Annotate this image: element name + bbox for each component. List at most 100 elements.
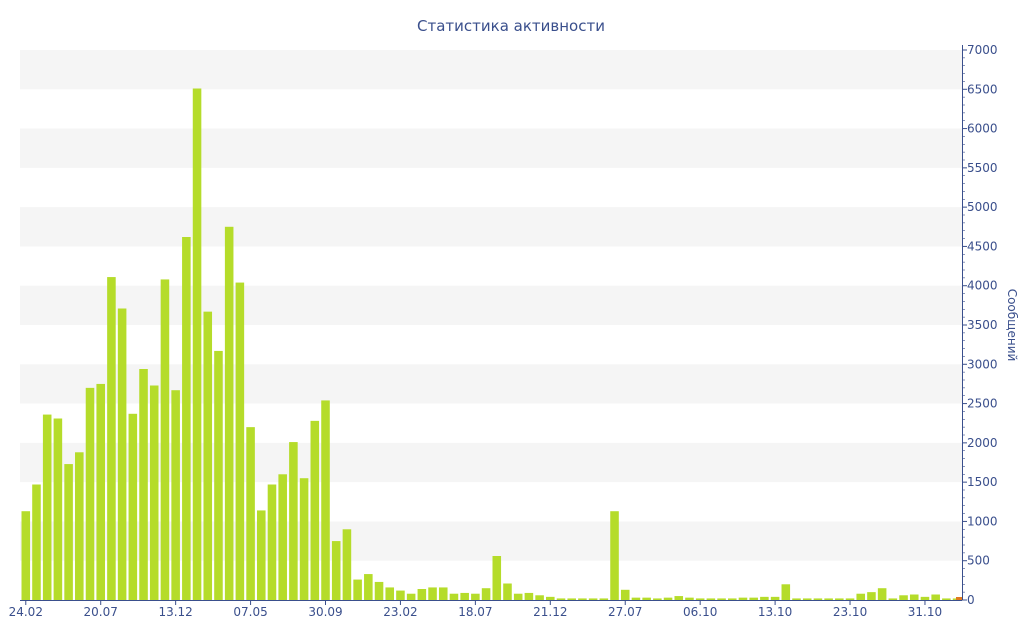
bar xyxy=(792,598,801,600)
y-tick-label: 3000 xyxy=(967,357,998,371)
bar xyxy=(685,597,694,600)
x-tick-label: 24.02 xyxy=(9,605,43,619)
x-tick-label: 31.10 xyxy=(908,605,942,619)
bar xyxy=(877,588,887,600)
bar xyxy=(556,598,566,600)
bar xyxy=(331,541,341,600)
bar xyxy=(353,579,362,600)
bar xyxy=(867,592,876,600)
bar xyxy=(513,593,523,600)
bar xyxy=(567,598,576,600)
y-tick-label: 7000 xyxy=(967,43,998,57)
bar xyxy=(599,598,609,600)
bar xyxy=(224,226,234,601)
bar xyxy=(856,593,866,600)
bar xyxy=(160,279,170,600)
bar xyxy=(620,589,630,600)
bar xyxy=(471,593,480,600)
bar xyxy=(535,595,544,600)
bar xyxy=(299,478,309,600)
y-axis-label: Сообщений xyxy=(1005,289,1019,362)
bar xyxy=(781,584,791,600)
y-tick-label: 1500 xyxy=(967,475,998,489)
bar xyxy=(53,418,63,600)
bar xyxy=(139,369,148,600)
bar xyxy=(909,594,919,600)
y-tick-label: 500 xyxy=(967,554,990,568)
y-tick-label: 5000 xyxy=(967,200,998,214)
bar xyxy=(802,598,812,600)
y-tick-label: 3500 xyxy=(967,318,998,332)
bar xyxy=(749,597,758,600)
bar xyxy=(578,598,587,600)
bar xyxy=(128,413,138,600)
bar xyxy=(64,464,73,600)
bar xyxy=(760,596,769,600)
bar xyxy=(192,88,202,600)
bar xyxy=(942,598,951,600)
bar xyxy=(631,597,641,600)
bar xyxy=(364,574,373,600)
bar xyxy=(695,598,705,600)
grid-band xyxy=(20,50,962,90)
bar xyxy=(235,282,245,600)
bar xyxy=(289,442,298,600)
y-tick-label: 0 xyxy=(967,593,975,607)
bar xyxy=(449,593,459,600)
bar xyxy=(75,452,84,600)
y-tick-label: 5500 xyxy=(967,161,998,175)
bar xyxy=(342,529,352,600)
y-tick-label: 4500 xyxy=(967,239,998,253)
bar xyxy=(85,387,95,600)
bar xyxy=(931,594,940,600)
x-tick-label: 23.10 xyxy=(833,605,867,619)
x-tick-label: 20.07 xyxy=(84,605,118,619)
bars-group xyxy=(21,88,962,601)
bar xyxy=(492,556,502,600)
x-tick-label: 30.09 xyxy=(308,605,342,619)
x-tick-label: 13.12 xyxy=(158,605,192,619)
grid-band xyxy=(20,128,962,168)
bar xyxy=(835,598,844,600)
bar xyxy=(770,596,780,600)
y-tick-label: 4000 xyxy=(967,279,998,293)
bar xyxy=(396,590,405,600)
bar xyxy=(920,596,930,600)
y-tick-label: 2500 xyxy=(967,397,998,411)
grid-bands xyxy=(20,50,962,561)
bar xyxy=(257,510,266,600)
bar xyxy=(310,420,320,600)
bar xyxy=(674,596,684,600)
bar xyxy=(728,598,737,600)
bar xyxy=(588,598,598,600)
bar xyxy=(738,597,748,600)
y-tick-label: 2000 xyxy=(967,436,998,450)
bar xyxy=(642,597,651,600)
bar xyxy=(706,598,716,600)
bar xyxy=(824,598,833,600)
x-tick-label: 27.07 xyxy=(608,605,642,619)
bar xyxy=(899,595,908,600)
bar xyxy=(374,581,384,600)
bar xyxy=(813,598,823,600)
bar xyxy=(524,592,534,600)
bar xyxy=(417,589,427,600)
x-tick-label: 18.07 xyxy=(458,605,492,619)
bar xyxy=(171,390,180,600)
bar xyxy=(406,593,416,600)
bar xyxy=(278,474,287,600)
bar xyxy=(438,587,448,600)
axis-corner-marker xyxy=(956,597,962,600)
bar xyxy=(267,484,277,600)
bar xyxy=(481,588,491,600)
bar xyxy=(149,385,159,600)
bar xyxy=(246,427,255,600)
bar xyxy=(663,597,673,600)
y-tick-label: 1000 xyxy=(967,514,998,528)
bar xyxy=(203,311,213,600)
bar xyxy=(888,598,898,600)
axes-group: 0 500 1000 1500 2000 2500 3000 3500 4000 4500 5000… xyxy=(9,43,998,619)
grid-band xyxy=(20,285,962,325)
x-tick-label: 21.12 xyxy=(533,605,567,619)
